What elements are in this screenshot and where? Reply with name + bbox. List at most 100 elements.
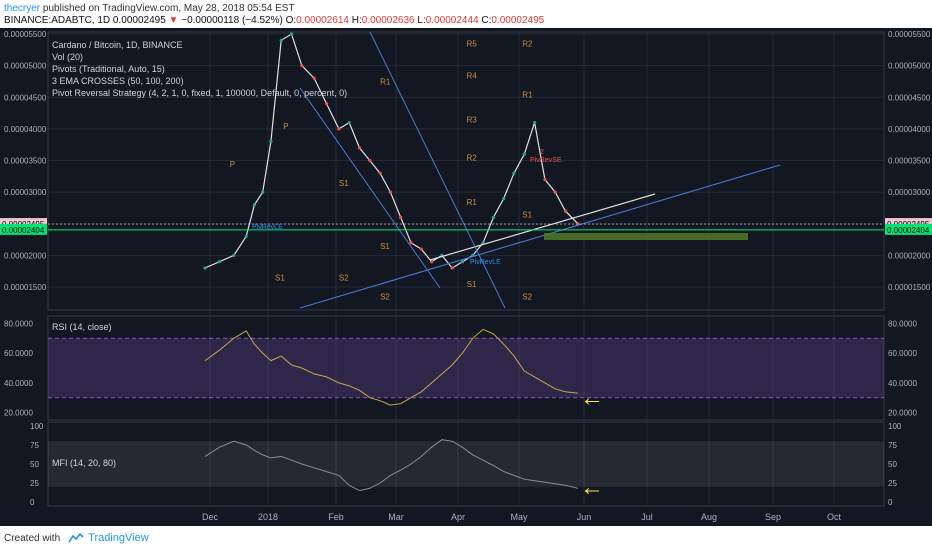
tradingview-logo-icon	[68, 533, 84, 543]
y-tick-label-left: 0.00005500	[4, 30, 47, 39]
price-point	[522, 152, 526, 156]
published-text: published on TradingView.com, May 28, 20…	[42, 3, 295, 14]
high-value: 0.00002636	[361, 15, 415, 26]
price-tag-right	[885, 218, 932, 230]
mfi-tick-left: 75	[30, 441, 39, 450]
signal-label: 2	[540, 149, 544, 156]
price-point	[261, 190, 265, 194]
price-tag-left-text: 0.00002404	[2, 226, 45, 235]
pivot-label: R5	[467, 40, 478, 49]
target-zone	[544, 233, 748, 240]
signal-label: PivRevLE	[470, 259, 501, 266]
price-tag-right-text: 0.00002404	[887, 226, 930, 235]
rsi-tick-left: 40.0000	[4, 379, 33, 388]
pivot-label: R1	[380, 78, 391, 87]
pivot-label: R2	[467, 154, 478, 163]
trading-chart[interactable]: P P R5 R2 R4 R1 R1 R3 R2 S1 R1 S1 S1 S1 S2 S1 S2 S2 PivRev…	[0, 28, 932, 526]
x-tick-label: May	[510, 512, 528, 522]
price-point	[324, 101, 329, 106]
signal-label: PivRevLE	[252, 224, 283, 231]
y-tick-label-left: 0.00001500	[4, 283, 47, 292]
price-point	[563, 209, 568, 213]
pane-frame-3	[47, 421, 885, 507]
y-tick-label-left: 0.00003000	[4, 188, 47, 197]
pivot-label: S2	[339, 274, 349, 283]
pivot-label: P	[283, 122, 288, 131]
change-arrow-icon: ▼	[168, 15, 179, 26]
rsi-tick-right: 20.0000	[888, 409, 917, 418]
legend-strategy: Pivot Reversal Strategy (4, 2, 1, 0, fix…	[52, 88, 347, 98]
price-point	[337, 127, 341, 131]
mfi-pane: ←	[48, 439, 884, 501]
price-pane: P P R5 R2 R4 R1 R1 R3 R2 S1 R1 S1 S1 S1 S2 S1 S2 S2 PivRev…	[48, 31, 884, 309]
footer: Created with TradingView	[4, 530, 149, 546]
y-tick-label-left: 0.00004000	[4, 125, 47, 134]
price-point	[512, 171, 516, 175]
pivot-label: S1	[522, 210, 532, 219]
mfi-title: MFI (14, 20, 80)	[52, 458, 116, 468]
pivot-label: R2	[522, 40, 533, 49]
chart-grid	[47, 31, 885, 507]
mfi-tick-right: 75	[888, 441, 897, 450]
publish-info: thecryer published on TradingView.com, M…	[4, 3, 295, 15]
symbol-label: BINANCE:ADABTC, 1D	[4, 15, 111, 26]
open-value: 0.00002614	[296, 15, 349, 26]
y-tick-label-right: 0.00005500	[888, 30, 931, 39]
price-point	[430, 260, 434, 264]
price-point	[399, 215, 403, 220]
y-tick-label-left: 0.00004500	[4, 93, 47, 102]
pivot-label: S1	[339, 179, 349, 188]
mfi-tick-right: 25	[888, 479, 897, 488]
price-point	[481, 241, 485, 245]
rsi-line	[204, 328, 578, 406]
price-point	[357, 146, 362, 150]
x-tick-label: 2018	[258, 512, 278, 522]
y-tick-label-left: 0.00005000	[4, 62, 47, 71]
pivot-label: R1	[467, 198, 478, 207]
symbol-quote-line: BINANCE:ADABTC, 1D 0.00002495 ▼ −0.00000…	[4, 15, 544, 27]
price-point	[300, 64, 304, 68]
pane-frame-1	[47, 31, 885, 311]
price-point	[491, 215, 495, 220]
price-point	[460, 260, 465, 264]
y-tick-label-left: 0.00003500	[4, 157, 47, 166]
rsi-tick-left: 80.0000	[4, 319, 33, 328]
tradingview-brand[interactable]: TradingView	[88, 532, 149, 544]
last-price: 0.00002495	[112, 15, 166, 26]
mfi-tick-left: 25	[30, 479, 39, 488]
price-point	[502, 196, 506, 201]
legend-pivots: Pivots (Traditional, Auto, 15)	[52, 64, 165, 74]
y-tick-label-right: 0.00003000	[888, 188, 931, 197]
close-label: C:	[481, 15, 492, 26]
pivot-label: R3	[467, 116, 478, 125]
pivot-label: S1	[275, 274, 285, 283]
price-tag-right	[885, 223, 932, 235]
mfi-band	[48, 441, 884, 487]
pivot-label: S2	[380, 293, 390, 302]
chart-background	[0, 28, 932, 526]
descending-line-b	[369, 31, 506, 309]
low-label: L:	[417, 15, 426, 26]
price-point	[409, 241, 413, 245]
mfi-tick-right: 0	[888, 498, 893, 507]
pivot-label: R1	[522, 90, 533, 99]
mfi-tick-left: 0	[30, 498, 35, 507]
rsi-tick-right: 80.0000	[888, 319, 917, 328]
pane-frame-2	[47, 315, 885, 421]
high-label: H:	[351, 15, 362, 26]
descending-line-a	[299, 87, 441, 289]
price-point	[378, 171, 382, 175]
author-link[interactable]: thecryer	[4, 3, 41, 14]
price-point	[244, 234, 248, 239]
white-trendline	[429, 193, 656, 261]
price-point	[279, 38, 283, 42]
mfi-line	[204, 439, 579, 492]
y-tick-label-right: 0.00002000	[888, 251, 931, 260]
rsi-title: RSI (14, close)	[52, 322, 112, 332]
y-tick-label-right: 0.00003500	[888, 157, 931, 166]
price-tag-left	[0, 218, 47, 230]
pivot-label: S1	[467, 280, 477, 289]
price-point	[232, 253, 236, 257]
price-change: −0.00000118 (−4.52%)	[181, 15, 283, 26]
price-point	[450, 266, 454, 270]
